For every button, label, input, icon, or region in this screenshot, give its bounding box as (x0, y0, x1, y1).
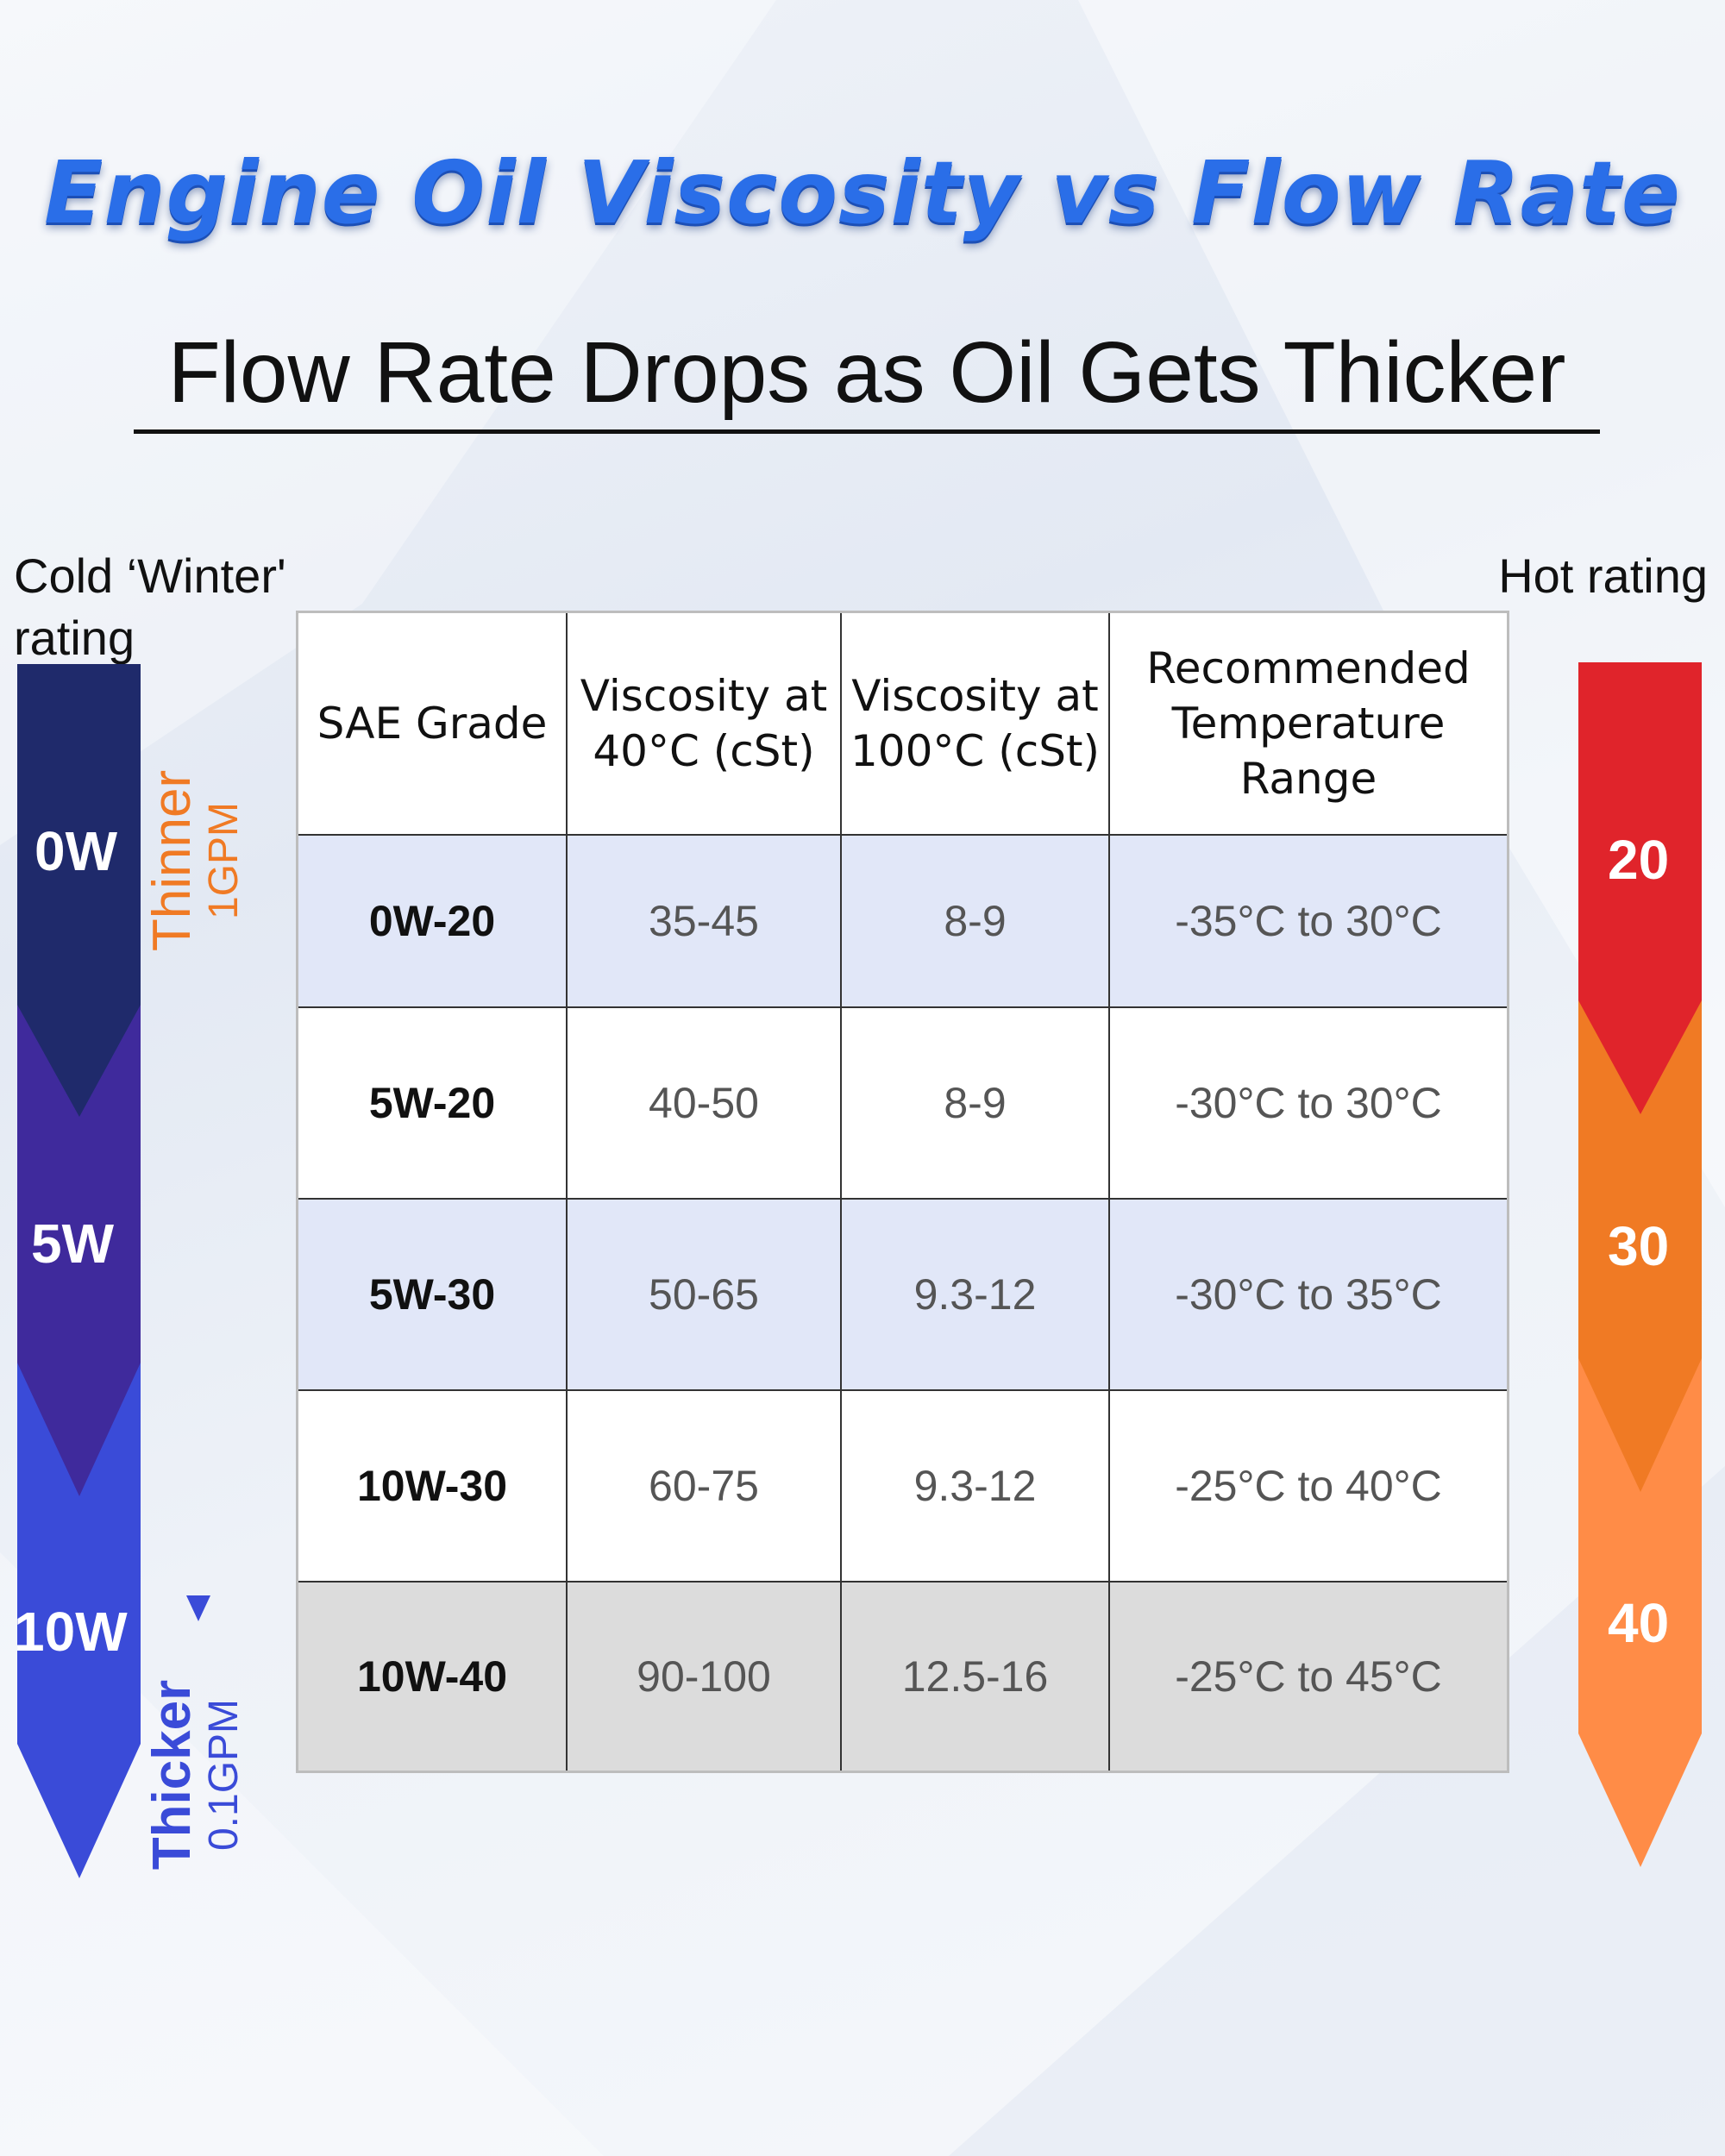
cold-arrow-segment-10w (17, 1345, 141, 1878)
hot-arrow-segment-40 (1578, 1354, 1702, 1867)
cell-grade: 10W-40 (296, 1581, 568, 1773)
cell-viscosity-100: 12.5-16 (840, 1581, 1110, 1773)
hot-arrow-segment-30 (1578, 992, 1702, 1492)
cell-viscosity-100: 8-9 (840, 834, 1110, 1008)
cold-arrow-segment-5w (17, 1005, 141, 1496)
cell-viscosity-100: 8-9 (840, 1006, 1110, 1200)
cell-viscosity-40: 35-45 (566, 834, 842, 1008)
main-title: Engine Oil Viscosity vs Flow Rate (44, 142, 1681, 243)
cell-viscosity-100: 9.3-12 (840, 1198, 1110, 1391)
cell-viscosity-40: 50-65 (566, 1198, 842, 1391)
cell-grade: 0W-20 (296, 834, 568, 1008)
cell-grade: 5W-20 (296, 1006, 568, 1200)
thicker-rate: 0.1GPM (201, 1698, 247, 1852)
cold-grade-0w: 0W (34, 820, 117, 882)
thinner-label: Thinner 1GPM (142, 671, 250, 1050)
cold-grade-5w: 5W (31, 1213, 114, 1275)
table-row: 10W-40 90-100 12.5-16 -25°C to 45°C (296, 1581, 1509, 1773)
hot-arrow-segment-20 (1578, 662, 1702, 1114)
cell-temperature-range: -25°C to 45°C (1108, 1581, 1509, 1773)
cell-viscosity-40: 90-100 (566, 1581, 842, 1773)
cell-temperature-range: -30°C to 30°C (1108, 1006, 1509, 1200)
table-row: 10W-30 60-75 9.3-12 -25°C to 40°C (296, 1389, 1509, 1583)
thicker-word: Thicker (142, 1679, 202, 1871)
thicker-label: Thicker 0.1GPM (142, 1611, 250, 1939)
header-sae-grade: SAE Grade (296, 611, 568, 836)
hot-rating-label: Hot rating (1498, 548, 1708, 603)
table-row: 0W-20 35-45 8-9 -35°C to 30°C (296, 834, 1509, 1008)
cold-rating-label: Cold ‘Winter' rating (14, 548, 286, 665)
cell-viscosity-40: 60-75 (566, 1389, 842, 1583)
thinner-word: Thinner (142, 769, 202, 952)
cell-grade: 5W-30 (296, 1198, 568, 1391)
cell-viscosity-40: 40-50 (566, 1006, 842, 1200)
hot-grade-30: 30 (1608, 1215, 1670, 1277)
header-temperature-range: Recommended Temperature Range (1108, 611, 1509, 836)
cell-grade: 10W-30 (296, 1389, 568, 1583)
table-row: 5W-20 40-50 8-9 -30°C to 30°C (296, 1006, 1509, 1200)
header-viscosity-40: Viscosity at 40°C (cSt) (566, 611, 842, 836)
hot-grade-40: 40 (1608, 1592, 1670, 1654)
cell-temperature-range: -30°C to 35°C (1108, 1198, 1509, 1391)
hot-grade-20: 20 (1608, 829, 1670, 891)
viscosity-table: SAE Grade Viscosity at 40°C (cSt) Viscos… (296, 611, 1509, 1773)
cell-viscosity-100: 9.3-12 (840, 1389, 1110, 1583)
cold-arrow-segment-0w (17, 664, 141, 1117)
cell-temperature-range: -35°C to 30°C (1108, 834, 1509, 1008)
subtitle: Flow Rate Drops as Oil Gets Thicker (134, 323, 1600, 434)
cell-temperature-range: -25°C to 40°C (1108, 1389, 1509, 1583)
thinner-rate: 1GPM (201, 801, 247, 920)
table-row: 5W-30 50-65 9.3-12 -30°C to 35°C (296, 1198, 1509, 1391)
header-viscosity-100: Viscosity at 100°C (cSt) (840, 611, 1110, 836)
cold-grade-10w: 10W (14, 1601, 128, 1663)
